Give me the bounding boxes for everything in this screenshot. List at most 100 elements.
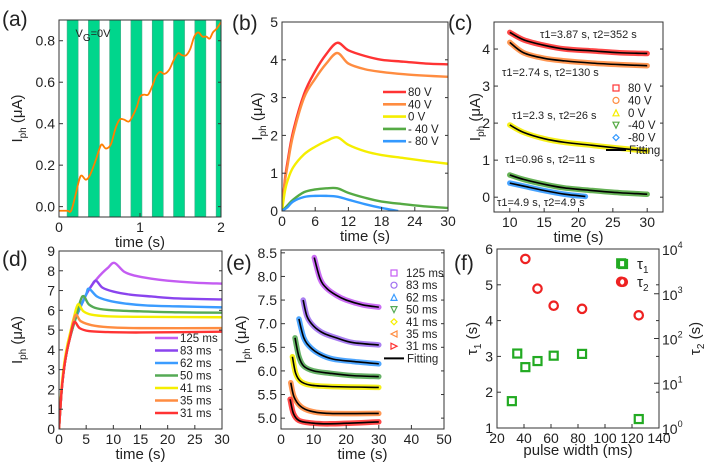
x-tick-label: 0	[278, 213, 286, 229]
y-tick-label: 2	[270, 127, 278, 143]
x-tick-label: 40	[404, 431, 420, 447]
series-line	[59, 21, 221, 213]
legend-label: τ1	[637, 256, 649, 276]
tau-symbol: τ	[637, 256, 643, 273]
legend-label: 0 V	[408, 112, 426, 124]
panel-label: (b)	[232, 12, 258, 35]
fit-line-31 ms	[289, 399, 379, 425]
y-tick-label: 6	[485, 241, 493, 257]
fit-line-62 ms	[298, 318, 379, 365]
legend-label: 125 ms	[406, 268, 444, 280]
y-tick-label: 1	[270, 165, 278, 181]
y-tick-label: 5	[47, 322, 55, 338]
right-y-axis-label-sub: 2	[696, 343, 707, 349]
legend-marker	[612, 96, 620, 105]
data-point-τ2	[520, 253, 531, 265]
plot-area	[507, 29, 650, 200]
x-tick-label: 20	[160, 431, 176, 447]
plot-area	[59, 20, 221, 217]
x-tick-label: 30	[214, 431, 230, 447]
y-tick-label: 8.0	[258, 268, 278, 284]
x-tick-label: 40	[516, 430, 532, 446]
legend-label: 125 ms	[180, 333, 218, 345]
right-y-axis-label: τ2 (s)	[687, 322, 707, 355]
right-y-tick-label: 102	[662, 330, 683, 348]
x-axis-label: time (s)	[115, 234, 165, 251]
legend-label: 31 ms	[180, 408, 212, 420]
series-line-40 V	[282, 51, 448, 211]
panel-label: (c)	[448, 12, 473, 35]
y-tick-label: 0.6	[36, 74, 56, 90]
fit-annotation: τ1=4.9 s, τ2=4.9 s	[497, 197, 585, 209]
gate-voltage-annotation: VG=0V	[75, 28, 111, 44]
y-axis-label-sub: ph	[18, 127, 29, 138]
x-tick-label: 24	[407, 213, 423, 229]
legend-label: 0 V	[628, 108, 646, 120]
x-tick-label: 1	[136, 219, 144, 235]
x-axis-label: pulse width (ms)	[523, 442, 632, 459]
legend-label: -40 V	[628, 120, 656, 132]
base: 10	[662, 242, 678, 258]
base: 10	[662, 332, 678, 348]
y-tick-label: 2	[47, 381, 55, 397]
y-axis-label: Iph (μA)	[249, 92, 269, 140]
x-axis-label: time (s)	[116, 446, 166, 463]
x-tick-label: 10	[106, 431, 122, 447]
y-tick-label: 0	[47, 421, 55, 437]
legend-label: τ2	[637, 274, 649, 294]
plot-area	[506, 253, 645, 425]
x-tick-label: 0	[277, 431, 285, 447]
legend-marker	[612, 121, 620, 130]
fit-line-125 ms	[313, 257, 379, 308]
x-tick-label: 12	[341, 213, 357, 229]
panel-label: (a)	[2, 8, 28, 31]
x-tick-label: 5	[82, 431, 90, 447]
right-y-tick-label: 103	[662, 285, 683, 303]
data-point-τ1	[548, 350, 559, 361]
y-tick-label: 8	[47, 263, 55, 279]
legend-label: 31 ms	[406, 341, 438, 353]
data-point-τ1	[633, 413, 644, 425]
y-axis-label: τ1 (s)	[464, 322, 484, 355]
legend-label: 41 ms	[406, 317, 438, 329]
y-tick-label: 0.2	[36, 157, 56, 173]
y-tick-label: 4	[482, 41, 490, 57]
data-point-τ1	[520, 362, 531, 373]
exponent: 4	[678, 240, 683, 250]
y-tick-label: 4	[47, 342, 55, 358]
tau-symbol: τ	[637, 274, 643, 291]
legend: 80 V40 V0 V- 40 V- 80 V	[383, 87, 439, 148]
fit-line-35 ms	[289, 382, 379, 415]
tau-subscript: 1	[643, 265, 649, 276]
plot-frame	[280, 249, 445, 430]
y-axis-label-rest: (μA)	[9, 94, 26, 127]
base: 10	[662, 421, 678, 437]
y-axis-label: Iph (μA)	[9, 316, 29, 364]
light-on-bar	[151, 20, 164, 217]
exponent: 3	[678, 285, 683, 295]
y-tick-label: 5	[485, 277, 493, 293]
legend-label: 80 V	[408, 87, 432, 99]
y-axis-label-sub: ph	[18, 349, 29, 360]
fit-annotation: τ1=3.87 s, τ2=352 s	[540, 29, 637, 41]
light-on-bar	[173, 20, 185, 217]
legend-marker	[612, 84, 620, 92]
x-tick-label: 20	[489, 430, 505, 446]
series-line-31 ms	[59, 320, 222, 429]
x-tick-label: 10	[306, 431, 322, 447]
fit-line--80 V	[509, 182, 586, 198]
fit-line-41 ms	[291, 356, 379, 389]
panel-label: (e)	[226, 252, 252, 275]
x-tick-label: 25	[187, 431, 203, 447]
y-axis-label-main: I	[467, 137, 484, 141]
y-axis-label-rest: (s)	[464, 322, 481, 344]
panel-label: (d)	[2, 248, 28, 271]
legend-label: 62 ms	[406, 292, 438, 304]
x-tick-label: 20	[571, 214, 587, 230]
legend-marker	[617, 258, 629, 270]
x-axis-label: time (s)	[554, 229, 604, 246]
fit-line-83 ms	[302, 299, 379, 346]
